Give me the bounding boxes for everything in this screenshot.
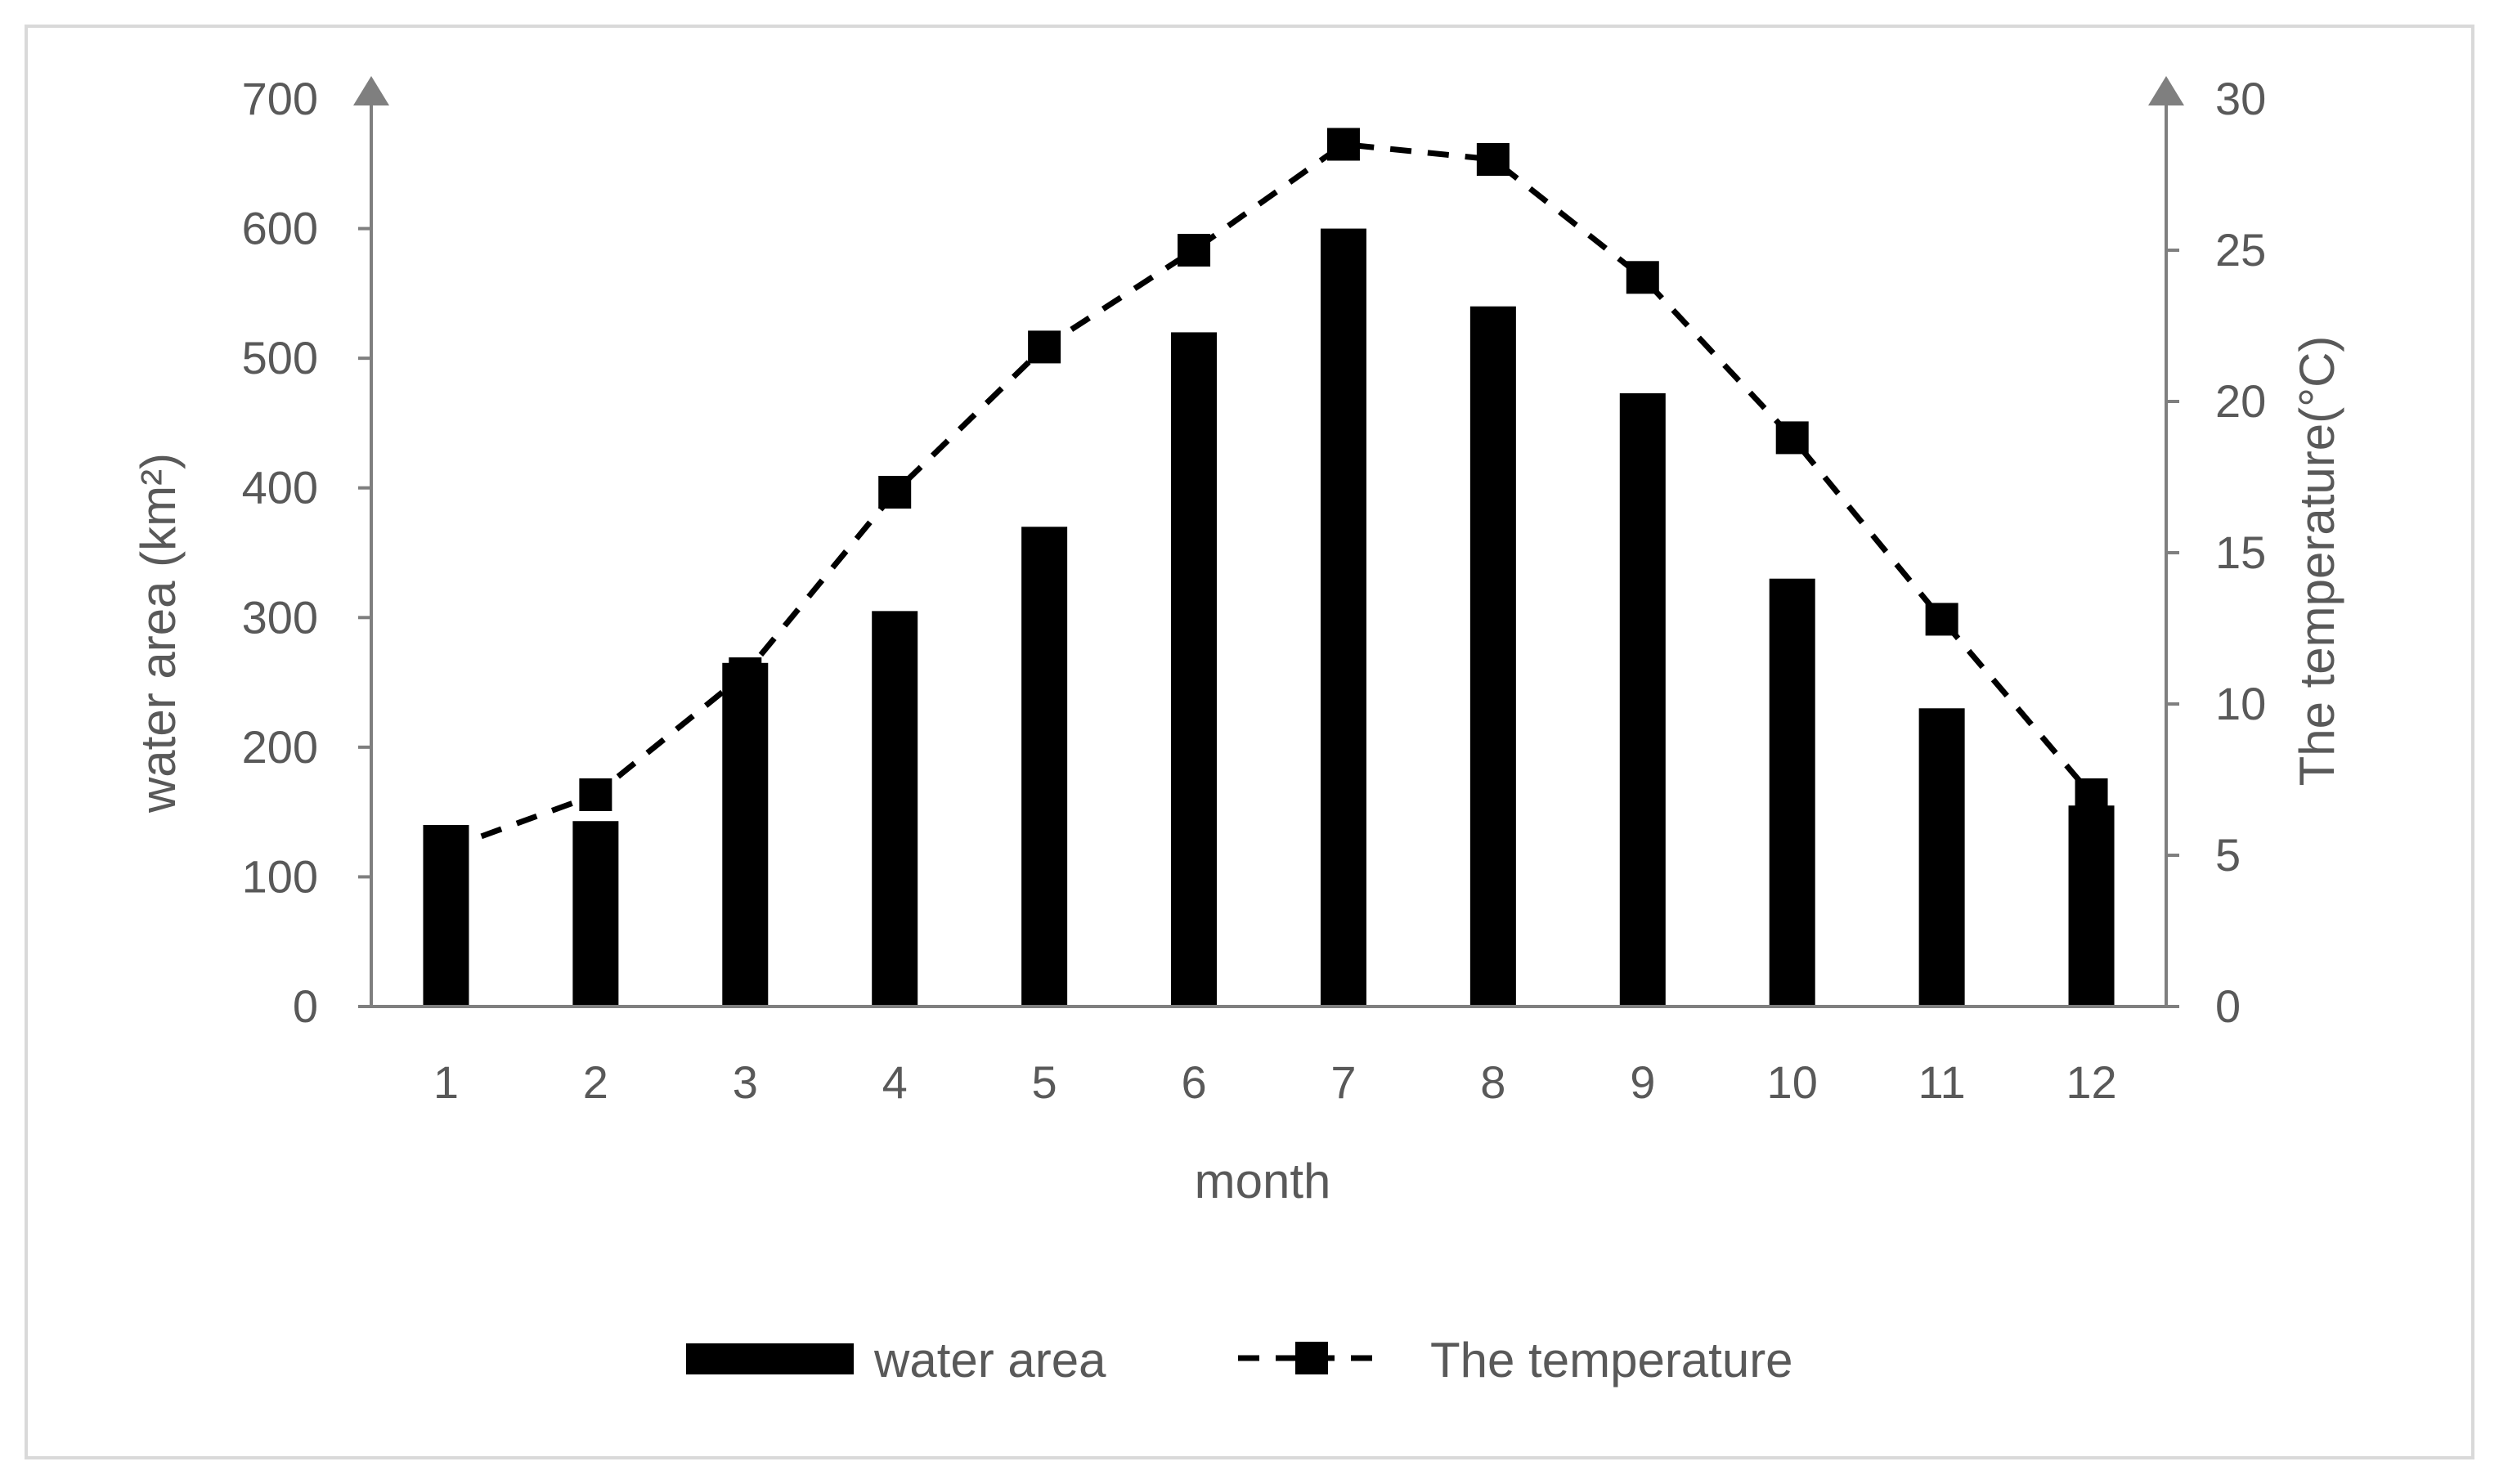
point-temperature-12 bbox=[2075, 778, 2108, 811]
point-temperature-2 bbox=[579, 778, 612, 811]
y2-tick-label-20: 20 bbox=[2215, 375, 2266, 427]
x-tick-label-7: 7 bbox=[1330, 1056, 1356, 1108]
x-tick-label-2: 2 bbox=[583, 1056, 608, 1108]
point-temperature-10 bbox=[1775, 421, 1809, 455]
bar-water-area-9 bbox=[1619, 392, 1666, 1007]
bar-water-area-3 bbox=[722, 662, 769, 1007]
point-temperature-9 bbox=[1626, 261, 1659, 294]
bar-water-area-12 bbox=[2068, 805, 2115, 1007]
bar-water-area-10 bbox=[1769, 578, 1815, 1007]
y-tick-label-600: 600 bbox=[242, 203, 318, 254]
y2-tick-label-0: 0 bbox=[2215, 980, 2241, 1032]
bar-water-area-11 bbox=[1918, 708, 1965, 1007]
x-tick-label-12: 12 bbox=[2066, 1056, 2116, 1108]
y-tick-label-400: 400 bbox=[242, 462, 318, 513]
point-temperature-4 bbox=[878, 476, 912, 509]
bar-water-area-8 bbox=[1469, 306, 1516, 1007]
y-tick-label-300: 300 bbox=[242, 591, 318, 643]
bar-water-area-5 bbox=[1021, 527, 1068, 1007]
y2-tick-label-30: 30 bbox=[2215, 73, 2266, 124]
point-temperature-6 bbox=[1178, 234, 1211, 267]
x-tick-label-9: 9 bbox=[1630, 1056, 1655, 1108]
point-temperature-11 bbox=[1925, 603, 1958, 636]
y2-tick-label-15: 15 bbox=[2215, 527, 2266, 578]
y2-tick-label-5: 5 bbox=[2215, 829, 2241, 881]
chart-frame: 0 100 200 300 400 500 600 700 0 5 10 15 20 25 30 1 2 3 4 5 6… bbox=[25, 25, 2474, 1459]
legend-swatch-water-area bbox=[686, 1343, 854, 1374]
x-tick-label-4: 4 bbox=[882, 1056, 908, 1108]
line-temperature bbox=[445, 141, 2094, 852]
bar-water-area-6 bbox=[1171, 332, 1218, 1007]
bar-water-area-4 bbox=[872, 611, 918, 1007]
point-temperature-8 bbox=[1476, 143, 1510, 176]
y-tick-label-200: 200 bbox=[242, 721, 318, 773]
x-tick-label-3: 3 bbox=[733, 1056, 758, 1108]
x-tick-label-1: 1 bbox=[433, 1056, 459, 1108]
y2-axis-title: The temperature(°C) bbox=[2290, 336, 2344, 787]
x-tick-label-5: 5 bbox=[1032, 1056, 1057, 1108]
bar-water-area-1 bbox=[423, 825, 469, 1007]
x-tick-label-8: 8 bbox=[1480, 1056, 1505, 1108]
point-temperature-5 bbox=[1028, 330, 1061, 364]
y2-tick-label-25: 25 bbox=[2215, 224, 2266, 276]
x-tick-label-6: 6 bbox=[1181, 1056, 1206, 1108]
point-temperature-7 bbox=[1326, 128, 1360, 161]
x-axis-title: month bbox=[1195, 1154, 1331, 1208]
legend-label-water-area: water area bbox=[873, 1333, 1106, 1388]
legend-swatch-temperature-marker bbox=[1295, 1342, 1328, 1374]
y-tick-label-0: 0 bbox=[293, 980, 318, 1032]
bar-water-area-2 bbox=[572, 821, 619, 1007]
x-tick-label-11: 11 bbox=[1918, 1056, 1966, 1108]
y-tick-label-700: 700 bbox=[242, 73, 318, 124]
x-tick-label-10: 10 bbox=[1767, 1056, 1818, 1108]
legend: water area The temperature bbox=[686, 1333, 1793, 1388]
y-tick-label-100: 100 bbox=[242, 850, 318, 902]
y-axis-title: water area (km²) bbox=[131, 453, 186, 814]
bar-water-area-7 bbox=[1320, 228, 1366, 1007]
y2-tick-label-10: 10 bbox=[2215, 678, 2266, 729]
y-axis-arrow bbox=[353, 76, 389, 105]
y2-axis-arrow bbox=[2148, 76, 2184, 105]
point-temperature-3 bbox=[729, 657, 762, 690]
y-tick-label-500: 500 bbox=[242, 332, 318, 383]
legend-label-temperature: The temperature bbox=[1430, 1333, 1793, 1388]
